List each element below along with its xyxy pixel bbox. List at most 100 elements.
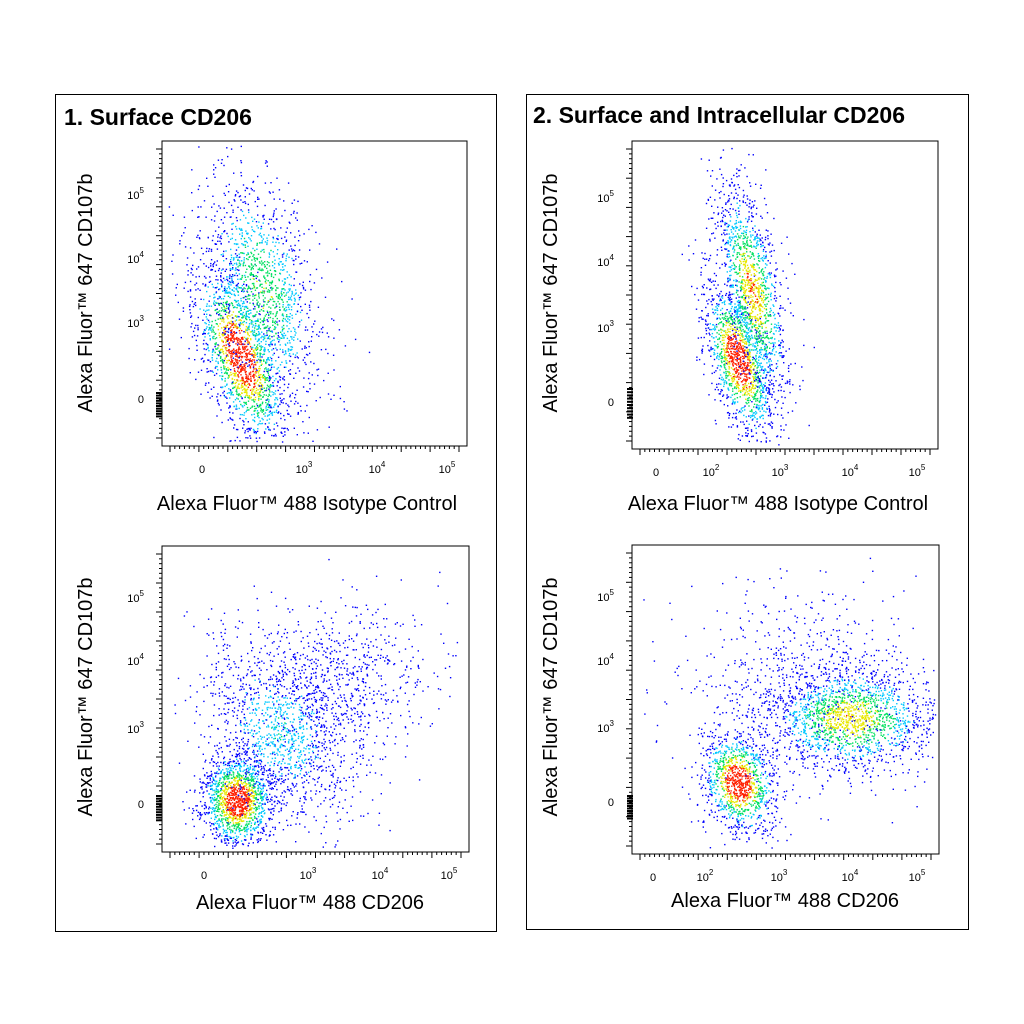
event-dot xyxy=(259,367,261,370)
event-dot xyxy=(745,331,747,334)
event-dot xyxy=(758,307,761,310)
event-dot xyxy=(714,280,716,282)
event-dot xyxy=(253,286,255,288)
event-dot xyxy=(251,282,254,285)
event-dot xyxy=(305,326,307,328)
event-dot xyxy=(730,302,732,304)
event-dot xyxy=(294,236,296,238)
event-dot xyxy=(754,373,757,376)
event-dot xyxy=(232,357,234,359)
event-dot xyxy=(256,311,258,313)
event-dot xyxy=(710,217,712,219)
event-dot xyxy=(715,309,717,311)
event-dot xyxy=(231,360,233,363)
event-dot xyxy=(749,202,751,205)
event-dot xyxy=(765,437,768,439)
event-dot xyxy=(758,333,761,335)
event-dot xyxy=(745,385,747,387)
event-dot xyxy=(206,343,209,346)
event-dot xyxy=(734,209,737,212)
event-dot xyxy=(243,404,246,407)
event-dot xyxy=(732,320,734,322)
event-dot xyxy=(224,328,226,330)
event-dot xyxy=(257,214,259,216)
event-dot xyxy=(743,372,745,374)
event-dot xyxy=(284,310,287,312)
event-dot xyxy=(226,339,229,341)
event-dot xyxy=(189,280,192,283)
event-dot xyxy=(758,323,760,325)
event-dot xyxy=(762,397,764,399)
event-dot xyxy=(722,394,725,396)
event-dot xyxy=(229,310,231,312)
event-dot xyxy=(767,237,769,240)
event-dot xyxy=(213,335,215,338)
event-dot xyxy=(754,349,756,351)
event-dot xyxy=(251,388,253,390)
event-dot xyxy=(757,257,760,259)
event-dot xyxy=(283,332,285,334)
event-dot xyxy=(268,375,271,378)
event-dot xyxy=(727,224,730,226)
event-dot xyxy=(731,293,733,295)
event-dot xyxy=(281,335,284,337)
event-dot xyxy=(739,264,741,266)
event-dot xyxy=(294,298,296,301)
event-dot xyxy=(246,345,248,348)
event-dot xyxy=(756,398,758,400)
event-dot xyxy=(756,240,759,242)
event-dot xyxy=(296,219,298,221)
event-dot xyxy=(234,338,236,340)
event-dot xyxy=(236,364,238,366)
event-dot xyxy=(727,396,730,398)
event-dot xyxy=(733,353,735,356)
event-dot xyxy=(257,320,259,322)
event-dot xyxy=(217,298,219,300)
event-dot xyxy=(744,322,747,324)
event-dot xyxy=(760,396,762,398)
event-dot xyxy=(194,327,196,329)
event-dot xyxy=(781,339,783,341)
event-dot xyxy=(293,336,295,338)
event-dot xyxy=(265,387,268,389)
event-dot xyxy=(239,353,242,355)
event-dot xyxy=(741,281,743,284)
event-dot xyxy=(744,202,747,204)
event-dot xyxy=(758,267,760,269)
event-dot xyxy=(746,356,748,358)
event-dot xyxy=(249,331,252,333)
event-dot xyxy=(737,207,740,209)
event-dot xyxy=(184,227,186,229)
event-dot xyxy=(239,305,242,307)
event-dot xyxy=(256,380,258,382)
event-dot xyxy=(736,346,739,348)
event-dot xyxy=(756,350,759,353)
event-dot xyxy=(236,274,239,277)
event-dot xyxy=(768,244,770,246)
event-dot xyxy=(778,330,780,332)
event-dot xyxy=(235,243,237,245)
event-dot xyxy=(187,270,189,272)
event-dot xyxy=(712,348,715,350)
event-dot xyxy=(753,258,756,260)
event-dot xyxy=(782,375,784,377)
event-dot xyxy=(189,312,192,314)
event-dot xyxy=(730,352,732,355)
event-dot xyxy=(168,206,171,208)
event-dot xyxy=(224,333,226,336)
event-dot xyxy=(235,352,237,354)
event-dot xyxy=(776,327,779,329)
event-dot xyxy=(258,342,261,345)
event-dot xyxy=(711,298,714,300)
event-dot xyxy=(308,416,310,419)
event-dot xyxy=(282,349,284,351)
event-dot xyxy=(293,339,295,341)
event-dot xyxy=(236,436,239,439)
event-dot xyxy=(272,215,274,218)
panel-surface-intracellular-cd206 xyxy=(526,94,969,930)
event-dot xyxy=(247,276,249,278)
event-dot xyxy=(245,306,247,309)
event-dot xyxy=(215,342,217,344)
event-dot xyxy=(736,381,739,383)
